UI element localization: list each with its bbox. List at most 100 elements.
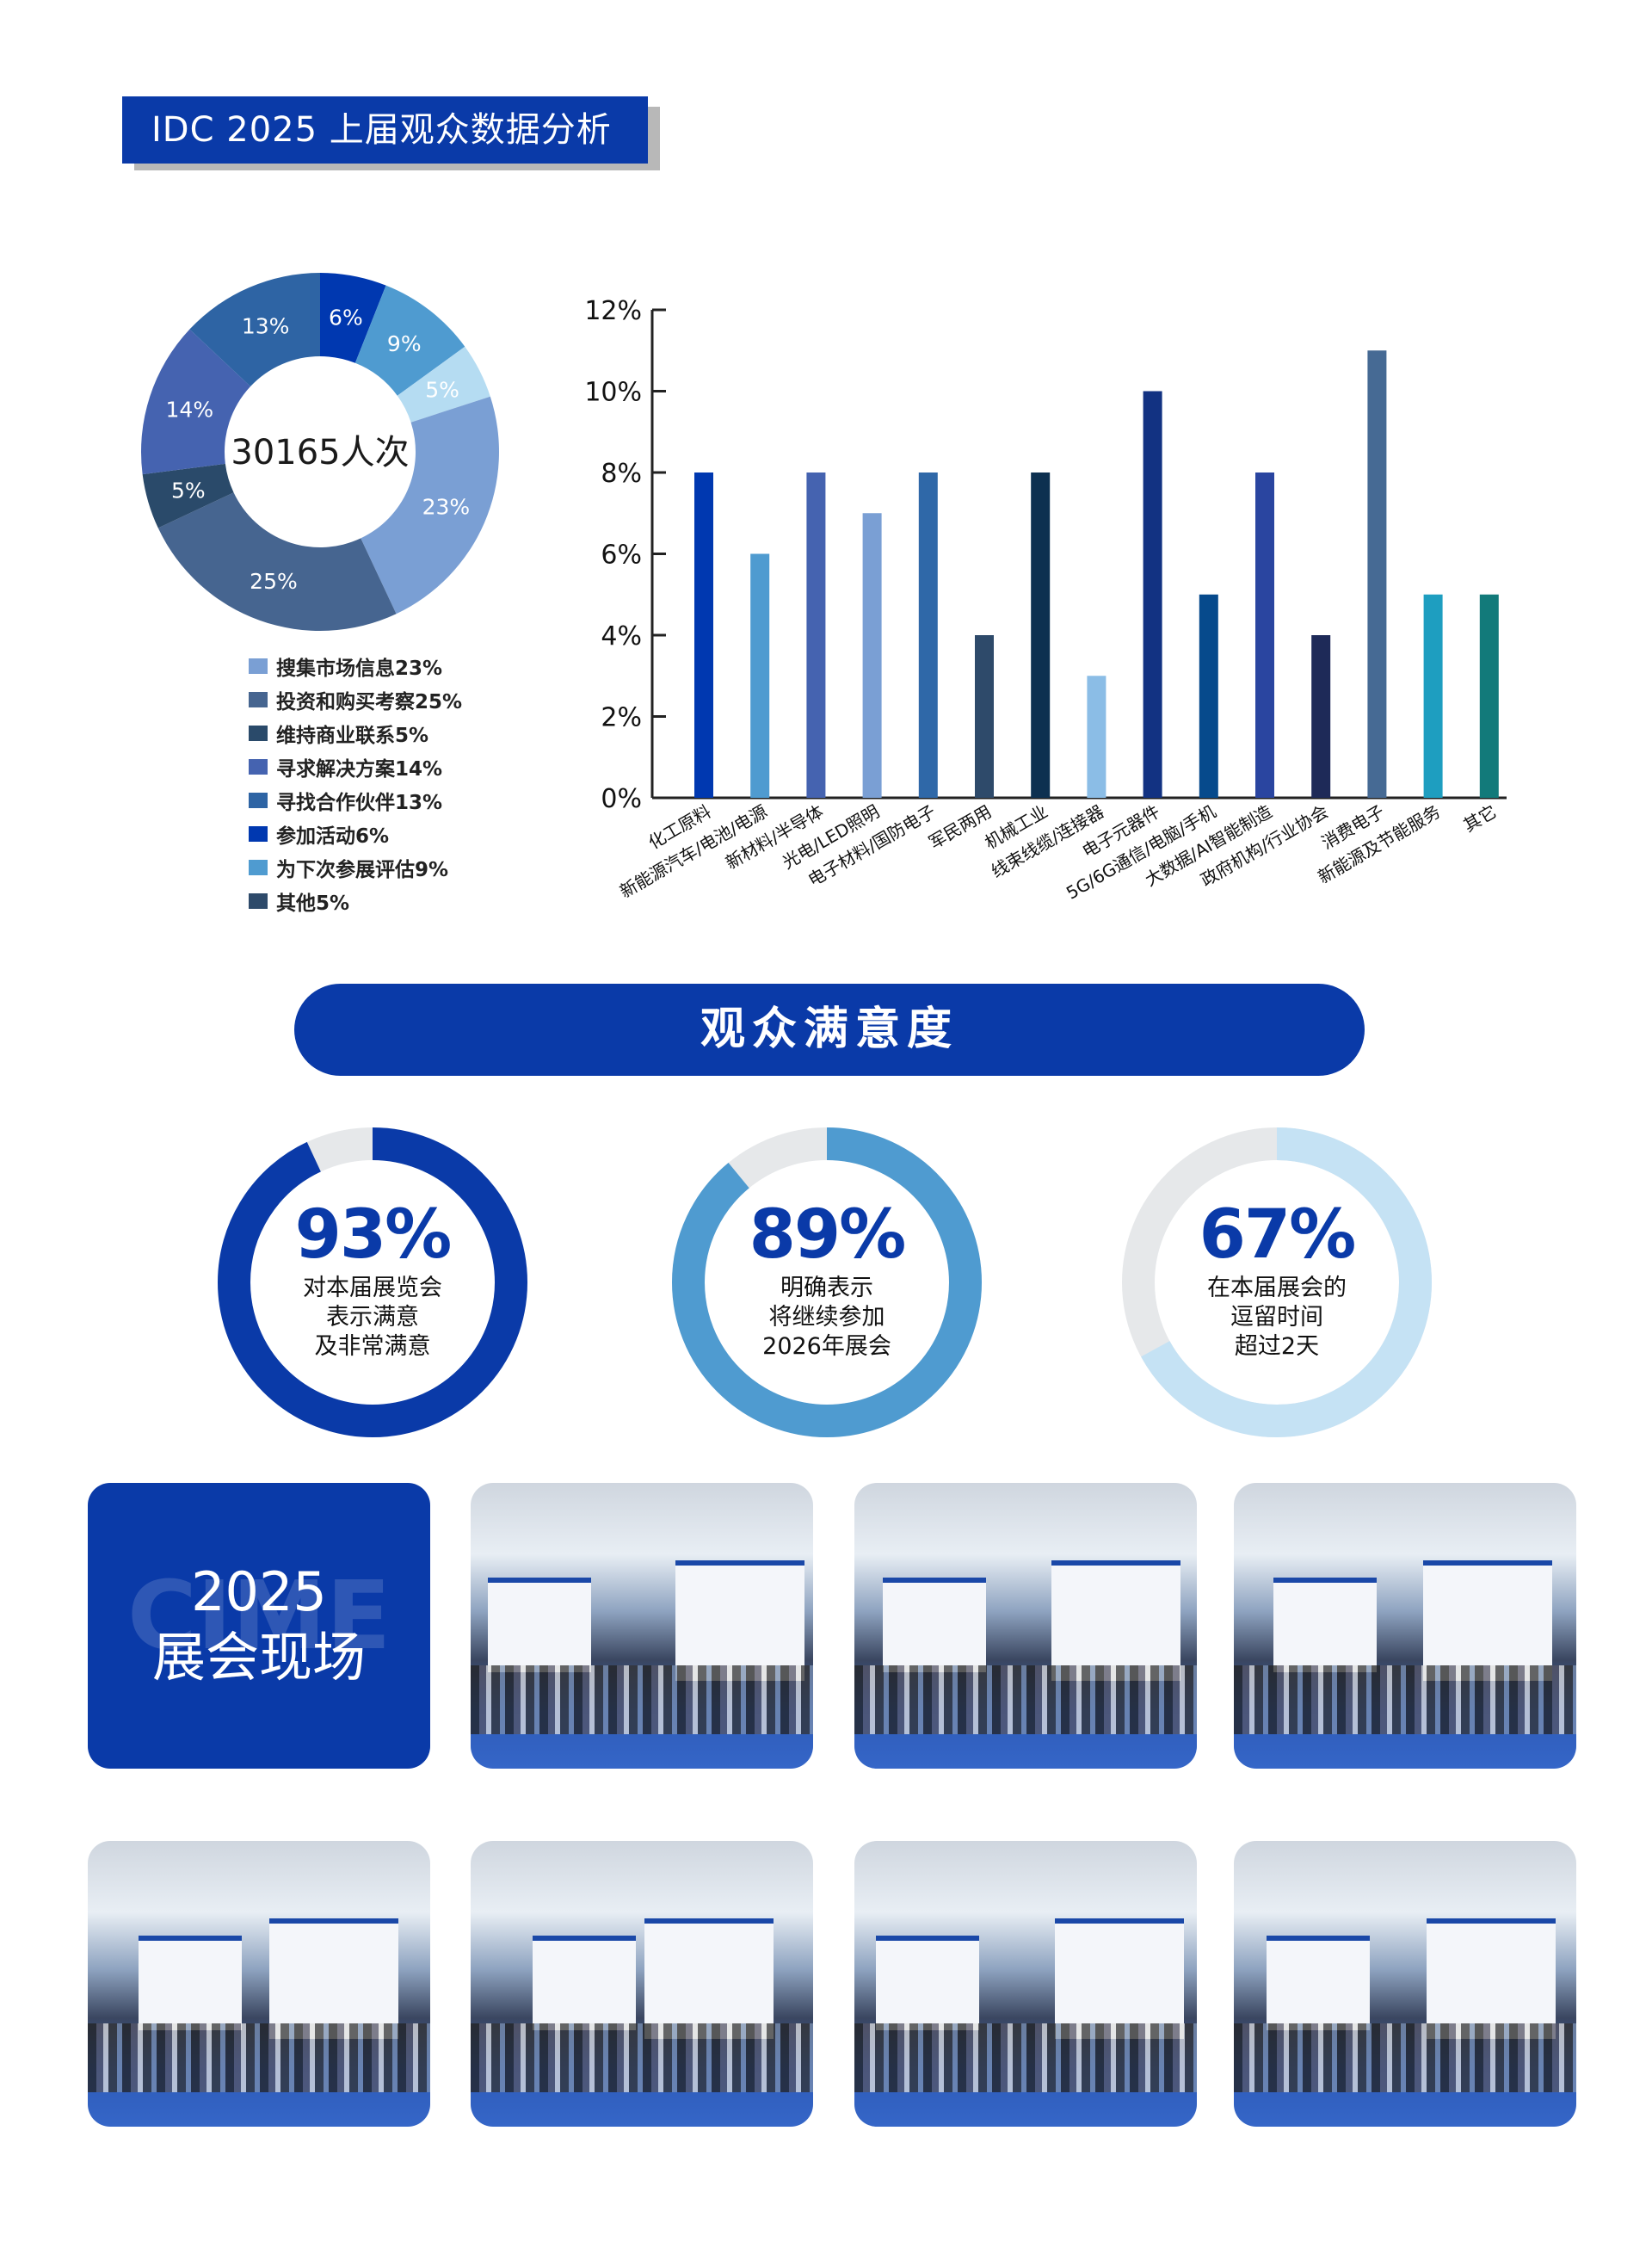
ring-progress [672, 1127, 982, 1437]
bar [1199, 594, 1218, 798]
donut-slice [141, 329, 251, 475]
legend-swatch [249, 792, 268, 808]
satisfaction-banner: 观众满意度 [294, 984, 1365, 1076]
donut-slice [189, 273, 320, 387]
slice-label: 23% [422, 494, 471, 519]
donut-slice [361, 396, 500, 615]
ring-caption: 超过2天 [1234, 1333, 1320, 1360]
legend-swatch [249, 758, 268, 775]
legend-label: 其他5% [276, 892, 350, 915]
bar [1255, 472, 1274, 798]
legend-label: 参加活动6% [276, 825, 390, 848]
legend-item: 搜集市场信息23% [249, 649, 462, 682]
y-tick-label: 12% [584, 296, 642, 326]
bar [1479, 594, 1499, 798]
bar [918, 472, 938, 798]
legend-item: 寻找合作伙伴13% [249, 783, 462, 817]
legend-swatch [249, 658, 268, 674]
ring-caption: 2026年展会 [762, 1333, 891, 1360]
ring-text: 93% 对本届展览会 表示满意 及非常满意 [243, 1196, 502, 1362]
legend-swatch [249, 892, 268, 909]
y-tick-label: 8% [601, 459, 642, 489]
legend-item: 投资和购买考察25% [249, 682, 462, 716]
exhibition-photo [854, 1841, 1197, 2127]
bar [975, 635, 994, 798]
page-title: IDC 2025 上届观众数据分析 [122, 96, 648, 164]
slice-label: 25% [250, 569, 298, 594]
x-tick-label: 军民两用 [925, 801, 995, 854]
legend-item: 寻求解决方案14% [249, 750, 462, 783]
satisfaction-rings [218, 1127, 1432, 1437]
ring-percent: 67% [1199, 1196, 1357, 1274]
bar [1031, 472, 1051, 798]
donut-slice [354, 285, 465, 396]
legend-item: 参加活动6% [249, 817, 462, 850]
ring-caption: 及非常满意 [314, 1333, 431, 1360]
bar [1367, 350, 1387, 798]
y-tick-label: 2% [601, 703, 642, 733]
exhibition-photo [854, 1483, 1197, 1769]
y-tick-label: 6% [601, 540, 642, 571]
ring-text: 89% 明确表示将继续参加 2026年展会 [698, 1196, 956, 1362]
legend-item: 维持商业联系5% [249, 716, 462, 750]
legend-label: 搜集市场信息23% [276, 657, 443, 680]
legend-label: 投资和购买考察25% [276, 690, 463, 713]
legend-item: 其他5% [249, 884, 462, 917]
donut-center-label: 30165人次 [231, 433, 409, 472]
donut-slice [157, 492, 397, 632]
bar [1143, 391, 1162, 798]
bar [694, 472, 713, 798]
bar [806, 472, 826, 798]
ring-percent: 93% [294, 1196, 453, 1274]
exhibition-photo [471, 1841, 813, 2127]
legend-label: 为下次参展评估9% [276, 858, 449, 881]
donut-slice [142, 463, 234, 528]
legend-label: 寻找合作伙伴13% [276, 791, 443, 814]
ring-progress [218, 1127, 527, 1437]
donut-slice [397, 346, 490, 423]
slice-label: 5% [425, 378, 459, 403]
ring-caption: 将继续参加 [768, 1304, 885, 1331]
exhibition-photo [1234, 1841, 1576, 2127]
y-tick-label: 0% [601, 784, 642, 814]
site-title-card: CIME 2025 展会现场 [88, 1483, 430, 1769]
ring-caption: 逗留时间 [1230, 1304, 1323, 1331]
legend-swatch [249, 859, 268, 875]
exhibition-photo [1234, 1483, 1576, 1769]
bar [1423, 594, 1443, 798]
legend-label: 寻求解决方案14% [276, 757, 443, 781]
ring-caption: 表示满意 [326, 1304, 419, 1331]
x-tick-label: 其它 [1460, 801, 1501, 837]
slice-label: 5% [171, 478, 206, 503]
ring-text: 67% 在本届展会的 逗留时间 超过2天 [1148, 1196, 1406, 1362]
slice-label: 9% [387, 331, 422, 356]
ring-progress [1122, 1127, 1432, 1437]
ring-caption: 对本届展览会 [303, 1275, 442, 1301]
exhibition-photo [88, 1841, 430, 2127]
ring-percent: 89% [749, 1196, 907, 1274]
ring-caption: 明确表示 [780, 1275, 873, 1301]
y-tick-label: 10% [584, 378, 642, 408]
legend-swatch [249, 691, 268, 707]
bar-chart: 0%2%4%6%8%10%12%化工原料新能源汽车/电池/电源新材料/半导体光电… [584, 296, 1507, 904]
bar [1087, 676, 1106, 798]
slice-label: 6% [329, 305, 363, 330]
bar [1311, 635, 1331, 798]
exhibition-photo [471, 1483, 813, 1769]
legend-item: 为下次参展评估9% [249, 850, 462, 884]
ring-caption: 在本届展会的 [1207, 1275, 1347, 1301]
bar [750, 553, 770, 798]
slice-label: 14% [166, 398, 214, 423]
site-year: 2025 [191, 1560, 327, 1623]
donut-slice [320, 273, 386, 363]
legend-swatch [249, 725, 268, 741]
slice-label: 13% [242, 314, 290, 339]
donut-legend: 搜集市场信息23% 投资和购买考察25% 维持商业联系5% 寻求解决方案14% 寻找合作… [249, 649, 462, 917]
y-tick-label: 4% [601, 621, 642, 652]
watermark-logo: CIME [127, 1560, 391, 1671]
bar [862, 513, 882, 798]
site-title: 展会现场 [151, 1626, 366, 1689]
donut-chart: 6%9%5%23%25%5%14%13%30165人次 [141, 273, 500, 632]
legend-label: 维持商业联系5% [276, 724, 429, 747]
legend-swatch [249, 825, 268, 842]
